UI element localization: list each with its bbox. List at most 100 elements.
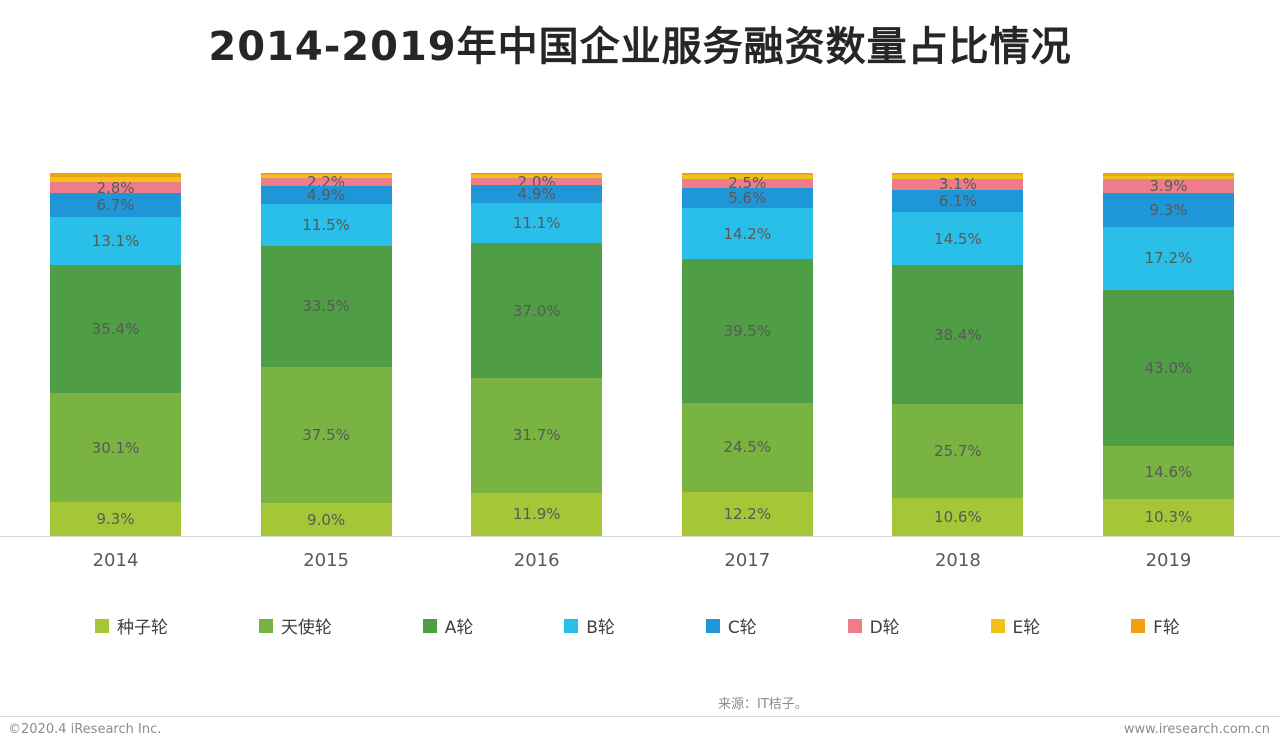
segment-value-label: 4.9% — [307, 186, 346, 204]
x-axis-label-2015: 2015 — [303, 550, 349, 571]
segment-value-label: 11.1% — [512, 214, 561, 233]
bar-segment-F轮 — [50, 173, 181, 177]
bar-segment-天使轮: 30.1% — [50, 393, 181, 503]
bar-segment-D轮: 3.1% — [892, 175, 1024, 193]
segment-value-label: 37.5% — [302, 426, 350, 445]
segment-value-label: 35.4% — [91, 319, 140, 338]
bar-segment-A轮: 33.5% — [260, 245, 392, 368]
legend-swatch-icon — [422, 618, 437, 633]
bar-segment-种子轮: 9.0% — [260, 503, 392, 536]
bar-segment-F轮 — [471, 173, 603, 175]
bar-segment-F轮 — [1102, 173, 1234, 176]
bar-segment-D轮: 2.8% — [50, 179, 181, 197]
bar-2016: 2.0% 4.9% 11.1% 37.0% 31.7% 11.9% — [471, 173, 603, 536]
x-axis-label-2017: 2017 — [724, 550, 771, 571]
legend-label: F轮 — [1153, 618, 1180, 638]
bar-segment-种子轮: 12.2% — [681, 491, 813, 536]
legend-label: D轮 — [869, 618, 900, 638]
legend-swatch-icon — [1131, 618, 1146, 633]
footer: ©2020.4 iResearch Inc. www.iresearch.com… — [0, 722, 1280, 737]
bar-segment-F轮 — [892, 173, 1024, 176]
legend-item-天使轮: 天使轮 — [258, 613, 332, 638]
bar-segment-D轮: 3.9% — [1102, 177, 1234, 195]
segment-value-label: 37.0% — [512, 301, 561, 320]
x-axis-label-2018: 2018 — [934, 550, 981, 571]
bar-segment-B轮: 14.5% — [892, 212, 1024, 265]
legend-swatch-icon — [990, 618, 1005, 633]
bar-segment-D轮: 2.5% — [681, 174, 813, 192]
legend-label: E轮 — [1012, 618, 1041, 638]
segment-value-label: 14.6% — [1144, 463, 1193, 482]
bar-segment-C轮: 5.6% — [681, 187, 813, 208]
segment-value-label: 9.3% — [1149, 201, 1188, 220]
x-axis-label-2014: 2014 — [92, 550, 139, 571]
segment-value-label: 24.5% — [723, 438, 772, 457]
bar-segment-B轮: 11.1% — [471, 203, 603, 244]
bar-segment-E轮 — [681, 175, 813, 179]
bar-segment-C轮: 9.3% — [1102, 193, 1234, 228]
bar-segment-C轮: 6.7% — [50, 192, 181, 217]
bar-segment-C轮: 4.9% — [260, 186, 392, 204]
bar-2019: 3.9% 9.3% 17.2% 43.0% 14.6% 10.3% — [1102, 173, 1234, 536]
bar-segment-E轮 — [50, 176, 181, 183]
segment-value-label: 11.9% — [512, 505, 561, 524]
plot-bars: 2.8% 6.7% 13.1% 35.4% 30.1% 9.3% 2.2% 4.9% 11.5%… — [0, 173, 1280, 536]
legend-swatch-icon — [847, 618, 862, 633]
legend-label: C轮 — [727, 618, 757, 638]
bar-segment-B轮: 11.5% — [260, 203, 392, 246]
legend-item-C轮: C轮 — [705, 613, 757, 638]
bar-segment-种子轮: 10.3% — [1102, 498, 1234, 536]
bar-segment-A轮: 37.0% — [471, 243, 603, 378]
bar-segment-种子轮: 11.9% — [471, 492, 603, 536]
chart-title: 2014-2019年中国企业服务融资数量占比情况 — [208, 24, 1072, 70]
plot-area: 2.8% 6.7% 13.1% 35.4% 30.1% 9.3% 2.2% 4.9% 11.5%… — [0, 173, 1280, 537]
bar-segment-B轮: 17.2% — [1102, 227, 1234, 290]
x-axis-labels: 2014 2015 2016 2017 2018 2019 — [0, 550, 1280, 571]
bar-segment-F轮 — [260, 173, 392, 175]
bar-segment-B轮: 13.1% — [50, 216, 181, 265]
legend-swatch-icon — [564, 618, 579, 633]
legend-label: B轮 — [586, 618, 615, 638]
legend-item-F轮: F轮 — [1131, 613, 1180, 638]
bar-segment-B轮: 14.2% — [681, 207, 813, 260]
legend-item-D轮: D轮 — [847, 613, 900, 638]
bar-2014: 2.8% 6.7% 13.1% 35.4% 30.1% 9.3% — [50, 173, 181, 536]
legend: 种子轮 天使轮 A轮 B轮 C轮 D轮 E轮 F轮 — [0, 613, 1280, 638]
bar-segment-C轮: 6.1% — [892, 190, 1024, 213]
segment-value-label: 12.2% — [723, 504, 772, 523]
legend-swatch-icon — [258, 618, 273, 633]
segment-value-label: 9.0% — [307, 510, 346, 529]
bar-segment-E轮 — [1102, 175, 1234, 180]
footer-divider — [0, 716, 1280, 717]
segment-value-label: 14.5% — [934, 229, 982, 248]
segment-value-label: 13.1% — [91, 231, 140, 250]
bar-segment-D轮: 2.2% — [260, 173, 392, 191]
segment-value-label: 6.7% — [96, 195, 135, 214]
bar-segment-F轮 — [681, 173, 813, 176]
segment-value-label: 4.9% — [517, 185, 556, 204]
bar-segment-D轮: 2.0% — [471, 173, 603, 191]
segment-value-label: 38.4% — [934, 325, 982, 344]
bar-segment-C轮: 4.9% — [471, 185, 603, 204]
segment-value-label: 5.6% — [728, 188, 767, 207]
legend-label: A轮 — [444, 618, 474, 638]
bar-segment-A轮: 43.0% — [1102, 289, 1234, 446]
legend-item-B轮: B轮 — [564, 613, 615, 638]
source-note: 来源：IT桔子。 — [718, 697, 808, 712]
segment-value-label: 17.2% — [1144, 249, 1193, 268]
legend-label: 天使轮 — [280, 618, 332, 638]
bar-segment-天使轮: 14.6% — [1102, 445, 1234, 499]
x-axis-label-2016: 2016 — [513, 550, 560, 571]
footer-url: www.iresearch.com.cn — [1123, 722, 1270, 737]
legend-label: 种子轮 — [117, 618, 168, 638]
bar-segment-A轮: 39.5% — [681, 259, 813, 403]
legend-item-A轮: A轮 — [422, 613, 474, 638]
legend-item-种子轮: 种子轮 — [95, 613, 168, 638]
legend-item-E轮: E轮 — [990, 613, 1041, 638]
segment-value-label: 31.7% — [512, 426, 561, 445]
bar-segment-A轮: 35.4% — [50, 264, 181, 393]
bar-2015: 2.2% 4.9% 11.5% 33.5% 37.5% 9.0% — [260, 173, 392, 536]
segment-value-label: 10.6% — [934, 507, 982, 526]
bar-2017: 2.5% 5.6% 14.2% 39.5% 24.5% 12.2% — [681, 173, 813, 536]
